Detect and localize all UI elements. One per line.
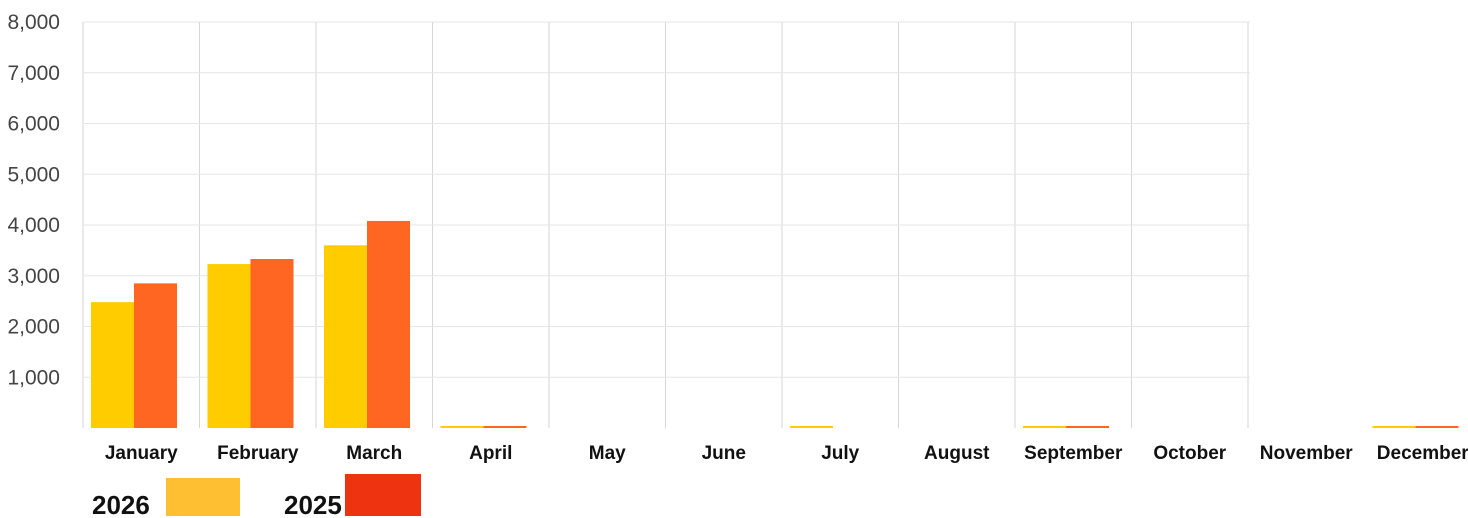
legend: 2026 2025 bbox=[92, 474, 421, 518]
y-tick-label: 2,000 bbox=[7, 316, 60, 339]
x-tick-label: January bbox=[105, 443, 178, 464]
x-tick-label: December bbox=[1377, 443, 1468, 464]
x-tick-label: April bbox=[469, 443, 512, 464]
y-tick-label: 5,000 bbox=[7, 163, 60, 186]
x-tick-label: February bbox=[217, 443, 299, 464]
bars bbox=[91, 220, 1459, 428]
bar-2025-september bbox=[1066, 426, 1109, 428]
bar-2026-april bbox=[440, 426, 484, 428]
y-tick-label: 6,000 bbox=[7, 113, 60, 136]
bar-2026-december bbox=[1372, 426, 1416, 428]
x-axis: January February March April May June July Augu… bbox=[105, 443, 1468, 464]
legend-swatch-2026 bbox=[166, 478, 240, 516]
y-axis: 1,000 2,000 3,000 4,000 5,000 6,000 7,000 8,000 bbox=[7, 11, 60, 389]
bar-2025-february bbox=[250, 259, 294, 428]
y-tick-label: 4,000 bbox=[7, 214, 60, 237]
legend-swatch-2025 bbox=[345, 474, 421, 516]
bar-2025-march bbox=[367, 220, 410, 428]
bar-2026-january bbox=[91, 302, 134, 428]
bar-2025-april bbox=[483, 426, 527, 428]
y-tick-label: 3,000 bbox=[7, 265, 60, 288]
y-tick-label: 7,000 bbox=[7, 62, 60, 85]
x-tick-label: June bbox=[702, 443, 746, 464]
x-tick-label: November bbox=[1260, 443, 1354, 464]
bar-2026-july bbox=[790, 426, 833, 428]
bar-2026-february bbox=[207, 264, 251, 428]
bar-2026-march bbox=[324, 245, 367, 428]
bar-2025-january bbox=[134, 283, 177, 428]
x-tick-label: July bbox=[821, 443, 859, 464]
x-tick-label: May bbox=[589, 443, 626, 464]
bar-2025-december bbox=[1415, 426, 1459, 428]
legend-label-2026: 2026 bbox=[92, 490, 150, 518]
x-tick-label: September bbox=[1024, 443, 1123, 464]
x-tick-label: October bbox=[1153, 443, 1226, 464]
y-tick-label: 1,000 bbox=[7, 366, 60, 389]
bar-2026-september bbox=[1023, 426, 1066, 428]
legend-label-2025: 2025 bbox=[284, 490, 342, 518]
x-tick-label: March bbox=[346, 443, 402, 464]
y-tick-label: 8,000 bbox=[7, 11, 60, 34]
x-tick-label: August bbox=[924, 443, 990, 464]
